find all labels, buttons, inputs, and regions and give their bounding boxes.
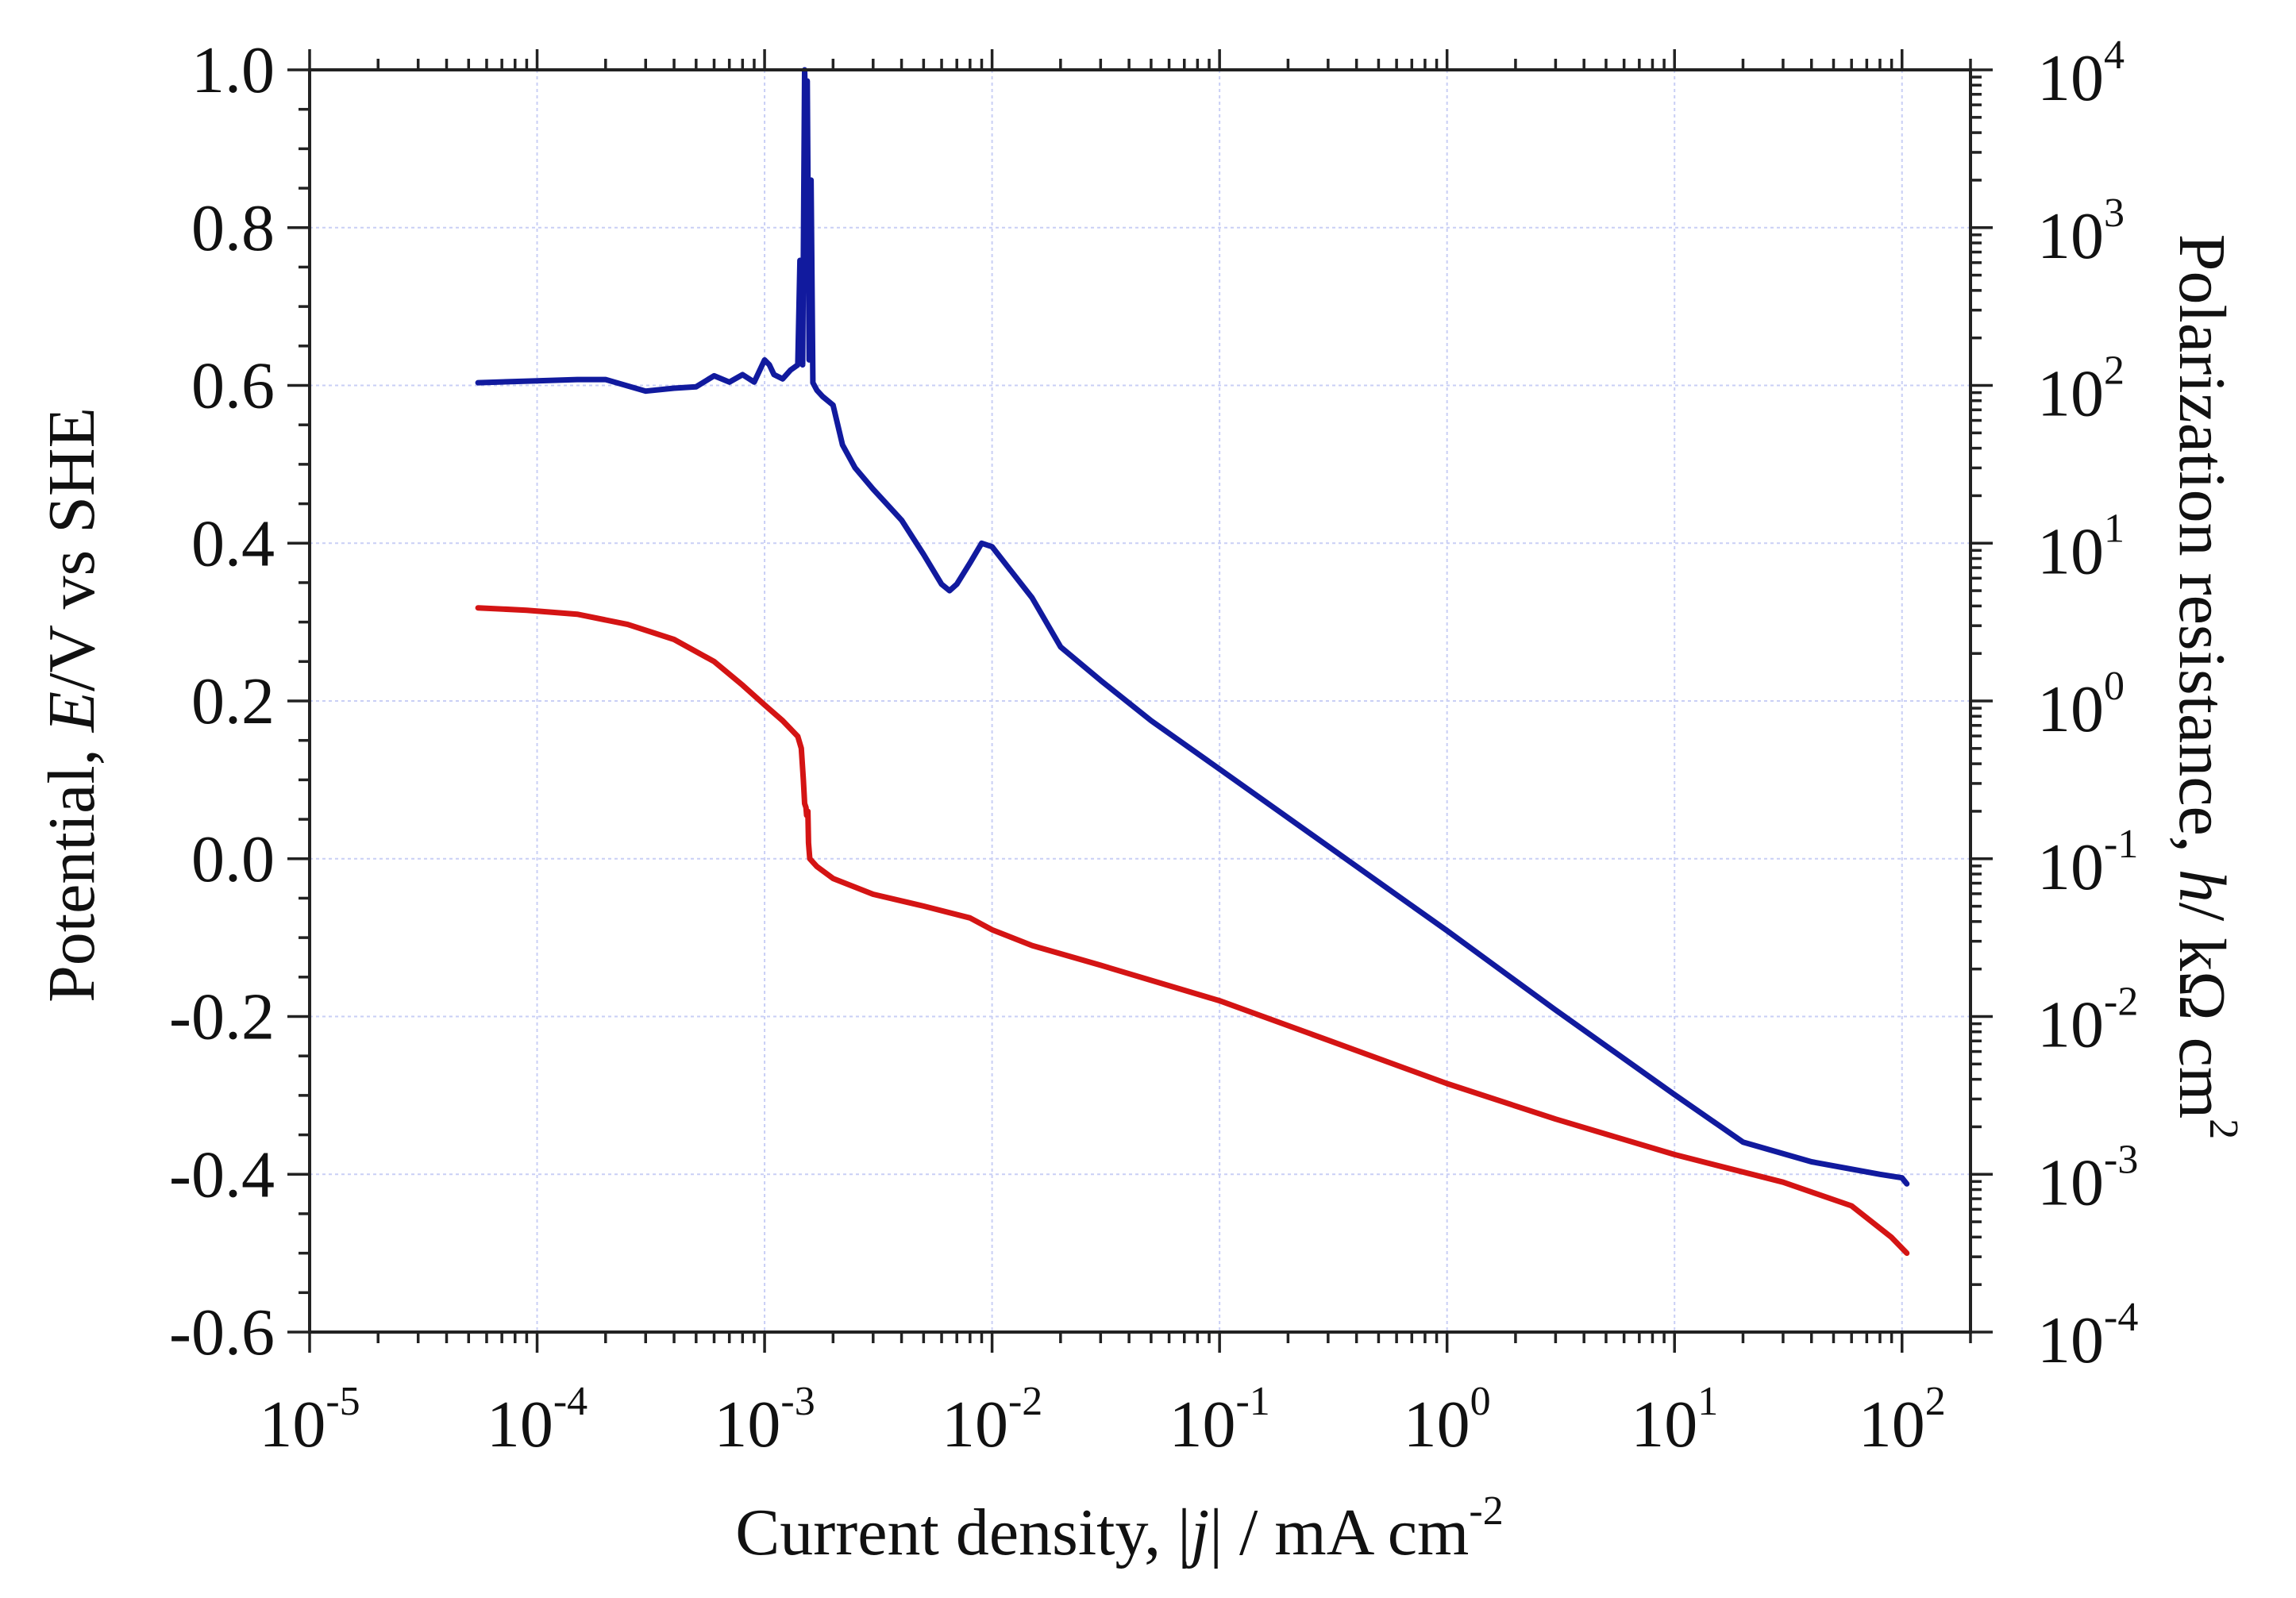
y2-tick-label: 100 (2037, 664, 2125, 746)
y-tick-label: -0.4 (169, 1138, 275, 1211)
y2-tick-label: 104 (2037, 33, 2125, 115)
series-line-resistance (475, 67, 1910, 1187)
grid (310, 70, 1970, 1332)
x-tick-label: 10-4 (487, 1379, 587, 1461)
x-tick-label: 10-2 (942, 1379, 1042, 1461)
tick-labels: 10-5 10-4 10-3 10-2 10-1 100 101 102 1.0 0.8 0.6 0.… (169, 33, 2138, 1461)
y2-tick-label: 10-2 (2037, 980, 2138, 1062)
y2-tick-label: 10-4 (2037, 1295, 2138, 1377)
axis-ticks (287, 49, 1993, 1353)
x-axis-title: Current density, |j| / mA cm-2 (735, 1488, 1503, 1569)
series-line-potential (475, 605, 1910, 1257)
y2-tick-label: 102 (2037, 348, 2125, 431)
y2-tick-label: 101 (2037, 506, 2125, 588)
y-tick-label: 0.8 (191, 191, 275, 265)
y-tick-label: -0.6 (169, 1296, 275, 1369)
plot-curves (475, 67, 1910, 1257)
x-tick-label: 10-3 (714, 1379, 815, 1461)
y2-tick-label: 103 (2037, 191, 2125, 273)
y-tick-label: 0.6 (191, 349, 275, 423)
x-tick-label: 10-1 (1169, 1379, 1269, 1461)
y-tick-label: -0.2 (169, 980, 275, 1054)
y-tick-label: 0.2 (191, 664, 275, 738)
y-axis-title: Potential, E/V vs SHE (35, 407, 109, 1003)
x-tick-label: 102 (1859, 1379, 1946, 1461)
y-tick-label: 0.0 (191, 822, 275, 896)
y-tick-label: 0.4 (191, 506, 275, 580)
x-tick-label: 100 (1404, 1379, 1491, 1461)
x-tick-label: 101 (1631, 1379, 1718, 1461)
y2-axis-title: Polarization resistance, h/ kΩ cm2 (2165, 234, 2246, 1139)
y-tick-label: 1.0 (191, 33, 275, 107)
y2-tick-label: 10-3 (2037, 1137, 2138, 1219)
x-tick-label: 10-5 (259, 1379, 360, 1461)
y2-tick-label: 10-1 (2037, 822, 2138, 904)
